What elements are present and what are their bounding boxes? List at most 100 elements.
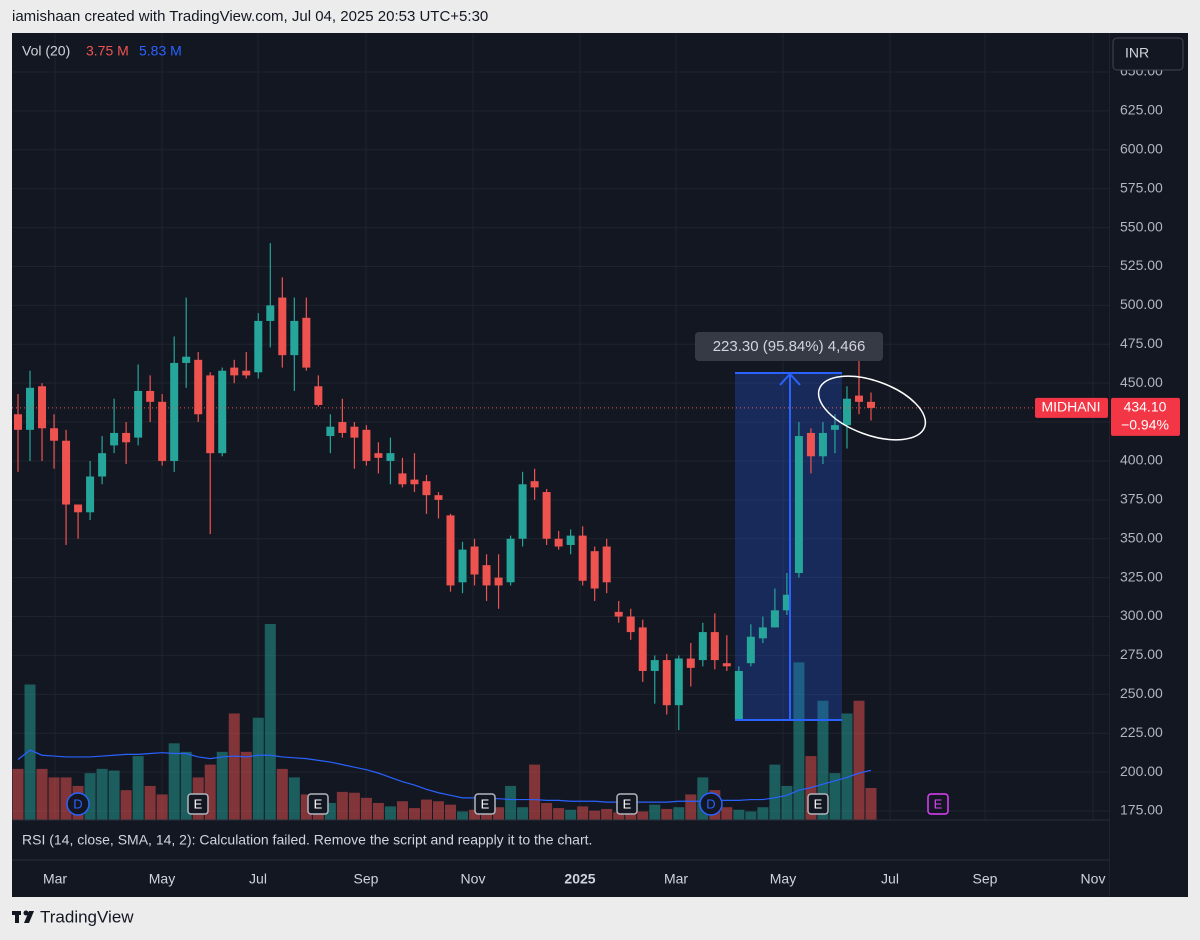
volume-bar	[432, 801, 444, 820]
y-tick-label: 250.00	[1120, 685, 1163, 701]
y-tick-label: 300.00	[1120, 607, 1163, 623]
volume-bar	[457, 811, 469, 820]
x-tick-label: Mar	[664, 871, 688, 887]
x-tick-label: Nov	[1081, 871, 1106, 887]
candle-body	[818, 432, 827, 457]
event-label: D	[706, 796, 715, 811]
candle-body	[590, 551, 599, 589]
candle-body	[194, 359, 203, 415]
measure-label: 223.30 (95.84%) 4,466	[713, 338, 866, 355]
dividend-marker	[66, 792, 90, 816]
candle-body	[734, 670, 743, 720]
volume-bar	[841, 713, 853, 820]
axis-layer: 175.00 200.00 225.00 250.00 275.00 300.00 325.…	[43, 63, 1180, 887]
volume-bar	[60, 777, 72, 820]
legend-volume: 3.75 M	[86, 43, 129, 59]
volume-bar	[144, 785, 156, 820]
volume-bar	[96, 768, 108, 820]
event-label: E	[314, 796, 323, 811]
footer-logo	[12, 910, 34, 923]
earnings-marker	[616, 793, 638, 815]
candle-body	[482, 565, 491, 586]
volume-bar	[12, 768, 24, 820]
volume-bar	[108, 770, 120, 820]
volume-bar	[685, 794, 697, 820]
candle-body	[86, 476, 95, 513]
volume-bar	[324, 802, 336, 820]
measure-arrowhead	[779, 372, 801, 386]
earnings-marker	[927, 793, 949, 815]
candle-body	[62, 440, 71, 505]
y-tick-label: 525.00	[1120, 257, 1163, 273]
candle-body	[578, 535, 587, 581]
x-tick-label: Mar	[43, 871, 67, 887]
candle-body	[338, 422, 347, 433]
currency-box[interactable]	[1112, 37, 1184, 71]
y-tick-label: 175.00	[1120, 802, 1163, 818]
volume-bar	[36, 768, 48, 820]
volume-bar	[408, 808, 420, 820]
candle-body	[770, 610, 779, 628]
candle-body	[806, 432, 815, 457]
candle-body	[26, 387, 35, 430]
candle-body	[458, 549, 467, 583]
y-tick-label: 575.00	[1120, 179, 1163, 195]
candle-body	[398, 473, 407, 485]
event-label: E	[481, 796, 490, 811]
candle-body	[674, 658, 683, 706]
volume-bar	[372, 802, 384, 820]
candle-body	[230, 367, 239, 376]
currency: INR	[1125, 45, 1149, 61]
volume-bar	[204, 764, 216, 820]
volume-bar	[661, 808, 673, 820]
candle-body	[422, 481, 431, 496]
volume-bar	[745, 811, 757, 820]
candle-body	[854, 395, 863, 402]
symbol-box	[1035, 397, 1108, 418]
candle-body	[146, 390, 155, 402]
dividend-marker	[699, 792, 723, 816]
candle-body	[374, 453, 383, 458]
volume-bar	[396, 801, 408, 820]
candle-body	[38, 386, 47, 429]
volume-bar	[613, 812, 625, 820]
candle-body	[650, 660, 659, 671]
volume-bar	[216, 751, 228, 820]
candle-body	[602, 546, 611, 583]
candle-body	[362, 429, 371, 461]
logo-mark	[15, 911, 19, 923]
volume-bar	[733, 809, 745, 820]
candle-layer	[12, 243, 1035, 731]
event-label: E	[814, 796, 823, 811]
candle-body	[182, 356, 191, 363]
earnings-marker	[187, 793, 209, 815]
candle-body	[74, 504, 83, 513]
candle-body	[830, 425, 839, 430]
measure-box	[735, 373, 842, 720]
volume-bar	[853, 700, 865, 820]
volume-bar	[228, 713, 240, 820]
candle-body	[254, 320, 263, 373]
volume-bar	[541, 802, 553, 820]
volume-bar	[180, 751, 192, 820]
candle-body	[494, 577, 503, 586]
candle-body	[206, 375, 215, 454]
candle-body	[842, 398, 851, 426]
last-price: 434.10	[1124, 399, 1167, 415]
volume-bar	[469, 809, 481, 820]
volume-bar	[757, 807, 769, 820]
x-tick-label: 2025	[564, 871, 595, 887]
volume-bar	[84, 773, 96, 820]
volume-bar	[505, 785, 517, 820]
volume-bar	[793, 662, 805, 820]
y-tick-label: 350.00	[1120, 529, 1163, 545]
x-tick-label: Jul	[881, 871, 899, 887]
candle-body	[158, 401, 167, 461]
volume-bar	[24, 684, 36, 820]
candle-body	[722, 663, 731, 667]
candle-body	[350, 426, 359, 438]
logo-mark	[23, 910, 29, 916]
volume-bar	[673, 807, 685, 820]
candle-body	[782, 594, 791, 611]
